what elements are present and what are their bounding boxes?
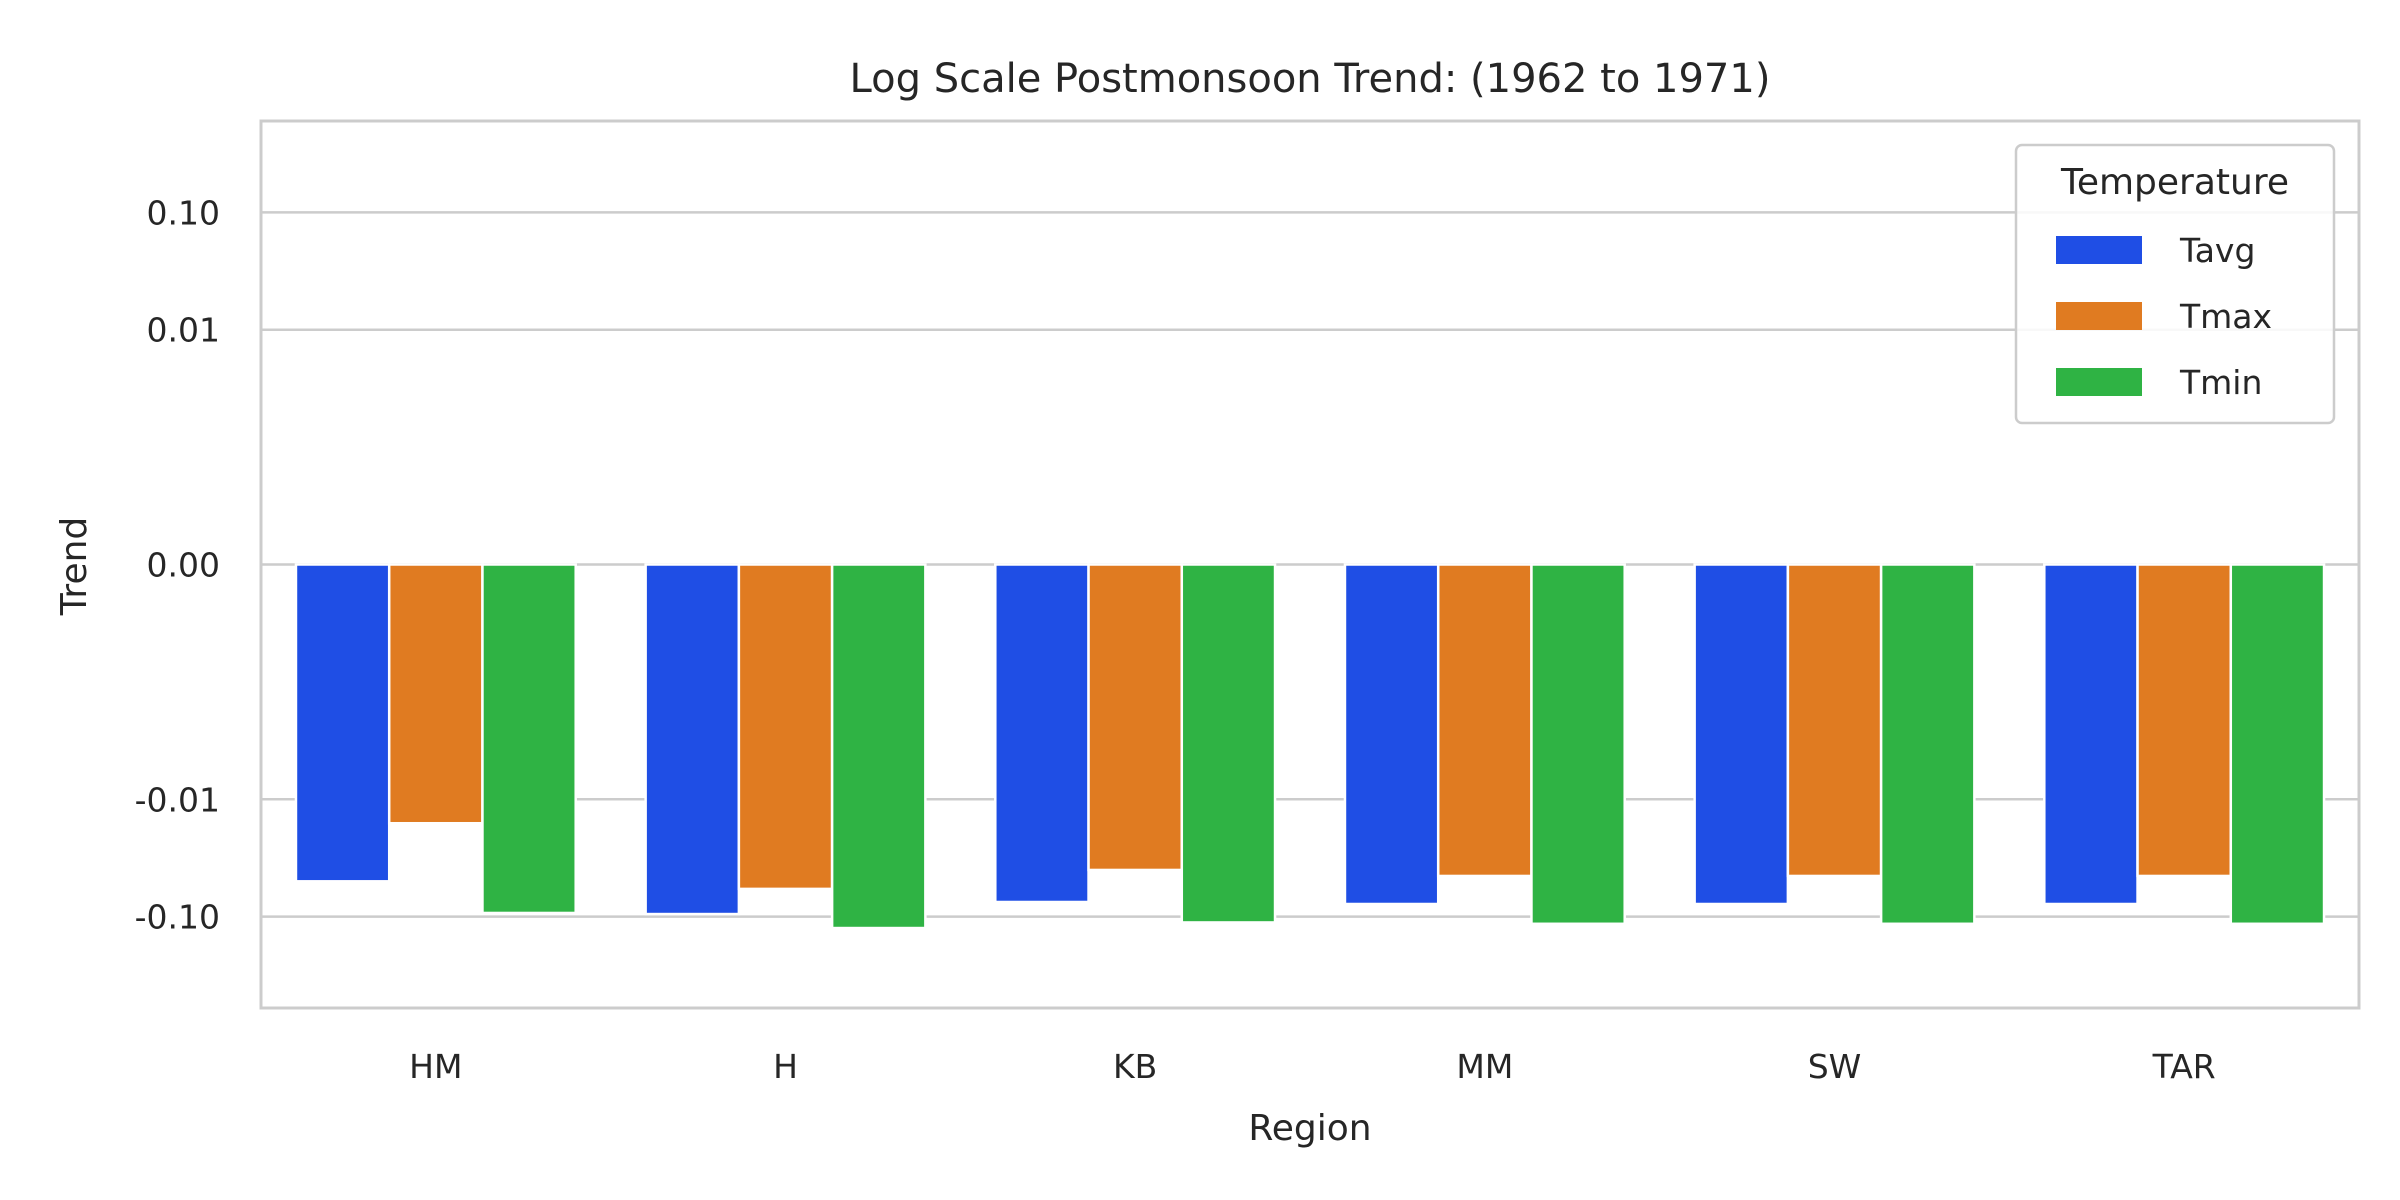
bar-tmin-mm (1530, 563, 1626, 926)
bar-tmax-tar (2136, 563, 2233, 878)
x-axis-label: Region (1248, 1108, 1371, 1149)
x-tick-label: KB (1113, 1047, 1157, 1086)
bar-tmax-mm (1436, 563, 1533, 878)
bar-tmax-kb (1087, 563, 1184, 872)
legend-swatch-tavg (2056, 236, 2142, 264)
y-tick-labels: -0.10 -0.01 0.00 0.01 0.10 (135, 193, 220, 936)
bar-tavg-sw (1693, 563, 1790, 906)
x-tick-label: TAR (2152, 1047, 2216, 1086)
bar-tmin-kb (1180, 563, 1277, 924)
legend: Temperature Tavg Tmax Tmin (2014, 143, 2336, 425)
bar-tavg-tar (2043, 563, 2139, 906)
legend-title: Temperature (2060, 162, 2289, 203)
bar-tmin-sw (1879, 563, 1976, 926)
y-tick-label: 0.01 (147, 311, 220, 350)
bar-tmax-h (737, 563, 834, 891)
legend-label-tavg: Tavg (2179, 231, 2255, 270)
legend-swatch-tmax (2056, 302, 2142, 330)
bar-tmax-sw (1786, 563, 1883, 878)
x-tick-label: H (773, 1047, 798, 1086)
bar-tavg-hm (294, 563, 391, 883)
x-tick-label: HM (409, 1047, 462, 1086)
bars-layer (294, 563, 2326, 930)
bar-tavg-kb (994, 563, 1090, 904)
y-axis-label: Trend (54, 517, 95, 617)
bar-tavg-mm (1343, 563, 1440, 906)
y-tick-label: -0.10 (135, 898, 220, 937)
legend-entries: Tavg Tmax Tmin (2056, 231, 2272, 402)
y-tick-label: 0.10 (147, 193, 220, 232)
x-tick-labels: HM H KB MM SW TAR (409, 1047, 2216, 1086)
grid-layer (261, 211, 2359, 918)
legend-label-tmin: Tmin (2179, 363, 2262, 402)
y-tick-label: -0.01 (135, 780, 220, 819)
bar-tmax-hm (387, 563, 484, 825)
x-tick-label: MM (1456, 1047, 1513, 1086)
bar-tmin-tar (2229, 563, 2326, 926)
legend-swatch-tmin (2056, 368, 2142, 396)
bar-tavg-h (644, 563, 741, 916)
y-tick-label: 0.00 (147, 546, 220, 585)
plot-frame (259, 119, 2361, 1010)
bar-tmin-h (830, 563, 927, 930)
legend-label-tmax: Tmax (2179, 297, 2272, 336)
legend-box (2014, 143, 2336, 425)
bar-tmin-hm (481, 563, 577, 915)
x-tick-label: SW (1808, 1047, 1862, 1086)
chart-title: Log Scale Postmonsoon Trend: (1962 to 19… (850, 56, 1771, 102)
